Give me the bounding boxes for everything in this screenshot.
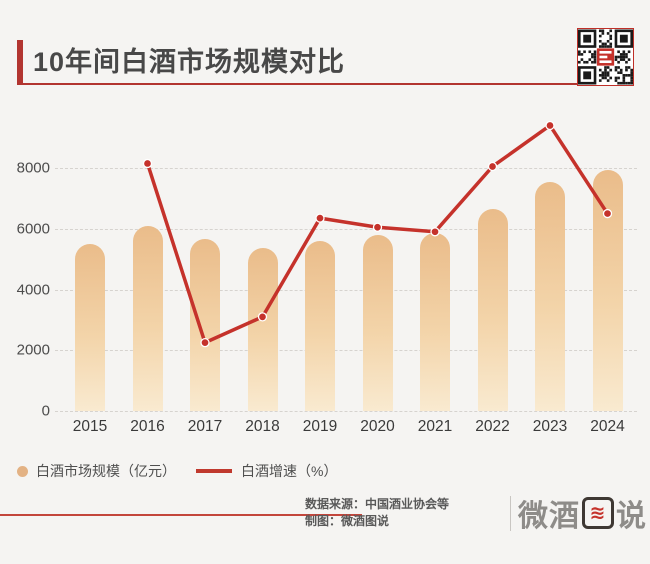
x-tick-label: 2017 — [187, 418, 223, 435]
qr-code — [577, 28, 634, 86]
line-marker — [372, 222, 383, 232]
header-rule-line — [17, 83, 577, 85]
gridline — [55, 168, 637, 169]
bar-2022 — [477, 209, 508, 411]
x-tick-label: 2018 — [245, 418, 280, 435]
legend-bar-swatch-icon — [17, 465, 28, 477]
x-tick-label: 2016 — [130, 418, 165, 435]
x-tick-label: 2019 — [302, 418, 338, 435]
gridline — [55, 350, 637, 352]
title-accent-bar — [17, 40, 23, 85]
line-marker — [545, 120, 555, 131]
bar-2020 — [362, 234, 393, 411]
page-title: 10年间白酒市场规模对比 — [33, 47, 346, 77]
footer-rule-line — [0, 514, 362, 516]
legend-bar-label: 白酒市场规模（亿元） — [36, 463, 176, 479]
logo-text-suffix: 说 — [616, 500, 647, 533]
bar-2024 — [592, 169, 623, 411]
bar-2016 — [132, 225, 163, 411]
source-block: 数据来源：中国酒业协会等 制图：微酒图说 — [305, 496, 505, 530]
y-tick-label: 6000 — [16, 220, 50, 238]
legend-line-swatch-icon — [196, 469, 232, 473]
y-tick-label: 4000 — [16, 281, 50, 298]
gridline — [55, 411, 637, 412]
y-tick-label: 2000 — [16, 341, 50, 359]
x-tick-label: 2015 — [72, 418, 108, 435]
logo-text-prefix: 微酒 — [518, 500, 580, 533]
x-tick-label: 2023 — [532, 418, 568, 435]
x-tick-label: 2020 — [360, 418, 395, 435]
chart-credit-text: 制图：微酒图说 — [305, 514, 390, 528]
x-tick-label: 2022 — [475, 418, 510, 435]
line-marker — [142, 158, 153, 169]
bar-2019 — [305, 240, 335, 411]
logo-wave-icon: ≋ — [582, 497, 614, 529]
y-tick-label: 0 — [41, 402, 50, 420]
x-tick-label: 2024 — [590, 418, 625, 435]
footer-vertical-divider — [510, 496, 511, 531]
bar-2018 — [247, 248, 278, 411]
bar-2017 — [190, 239, 220, 411]
bar-2015 — [75, 243, 105, 411]
brand-logo: 微酒 ≋ 说 — [518, 491, 647, 535]
line-marker — [315, 213, 325, 223]
data-source-text: 数据来源：中国酒业协会等 — [305, 497, 450, 511]
legend-line-label: 白酒增速（%） — [241, 463, 338, 479]
legend: 白酒市场规模（亿元） 白酒增速（%） — [17, 462, 337, 480]
line-marker — [487, 161, 498, 172]
y-tick-label: 8000 — [16, 159, 50, 177]
bar-2021 — [420, 233, 450, 411]
x-tick-label: 2021 — [417, 418, 453, 435]
bar-2023 — [535, 181, 565, 411]
qr-code-pattern — [578, 29, 633, 85]
